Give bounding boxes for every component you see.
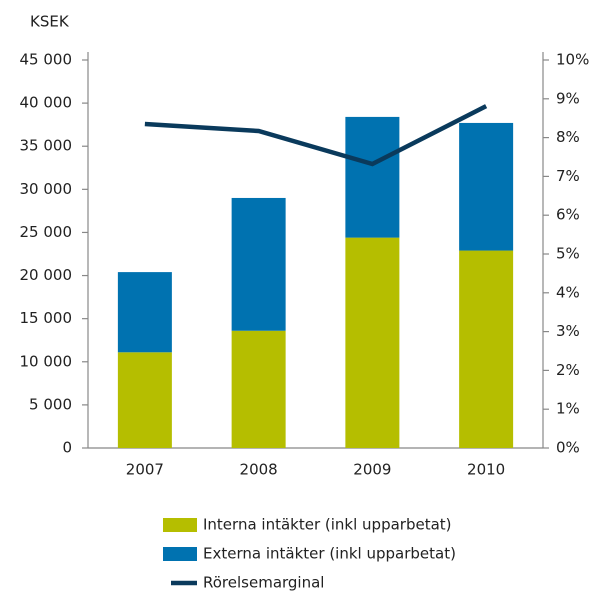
y-tick-label: 10 000 [20,352,73,370]
y2-tick-label: 3% [556,322,580,340]
legend-label: Externa intäkter (inkl upparbetat) [203,545,456,563]
y-tick-label: 0 [62,439,72,457]
y2-tick-label: 6% [556,206,580,224]
legend-swatch [163,518,197,532]
bar [345,116,400,238]
bar [117,352,172,448]
y-tick-label: 25 000 [20,223,73,241]
y2-tick-label: 9% [556,89,580,107]
bar [459,122,514,251]
y2-tick-label: 8% [556,128,580,146]
y2-tick-label: 1% [556,400,580,418]
y2-tick-label: 7% [556,167,580,185]
y2-tick-label: 0% [556,439,580,457]
line [144,104,488,167]
bar [231,197,286,331]
x-tick-label: 2010 [467,461,505,479]
x-tick-label: 2008 [240,461,278,479]
y-tick-label: 15 000 [20,309,73,327]
y2-tick-label: 2% [556,361,580,379]
y-tick-label: 45 000 [20,51,73,69]
y2-tick-label: 10% [556,51,589,69]
bar [117,272,172,353]
bar [345,237,400,448]
y-tick-label: 30 000 [20,180,73,198]
legend-label: Rörelsemarginal [203,574,324,592]
legend-label: Interna intäkter (inkl upparbetat) [203,516,452,534]
bar [231,330,286,448]
y-tick-label: 40 000 [20,94,73,112]
legend-swatch [163,547,197,561]
bar [459,250,514,448]
y-axis-label: KSEK [30,13,70,31]
y-tick-label: 20 000 [20,266,73,284]
y-tick-label: 5 000 [29,395,72,413]
x-tick-label: 2009 [353,461,391,479]
y2-tick-label: 4% [556,283,580,301]
x-tick-label: 2007 [126,461,164,479]
y-tick-label: 35 000 [20,137,73,155]
y2-tick-label: 5% [556,245,580,263]
